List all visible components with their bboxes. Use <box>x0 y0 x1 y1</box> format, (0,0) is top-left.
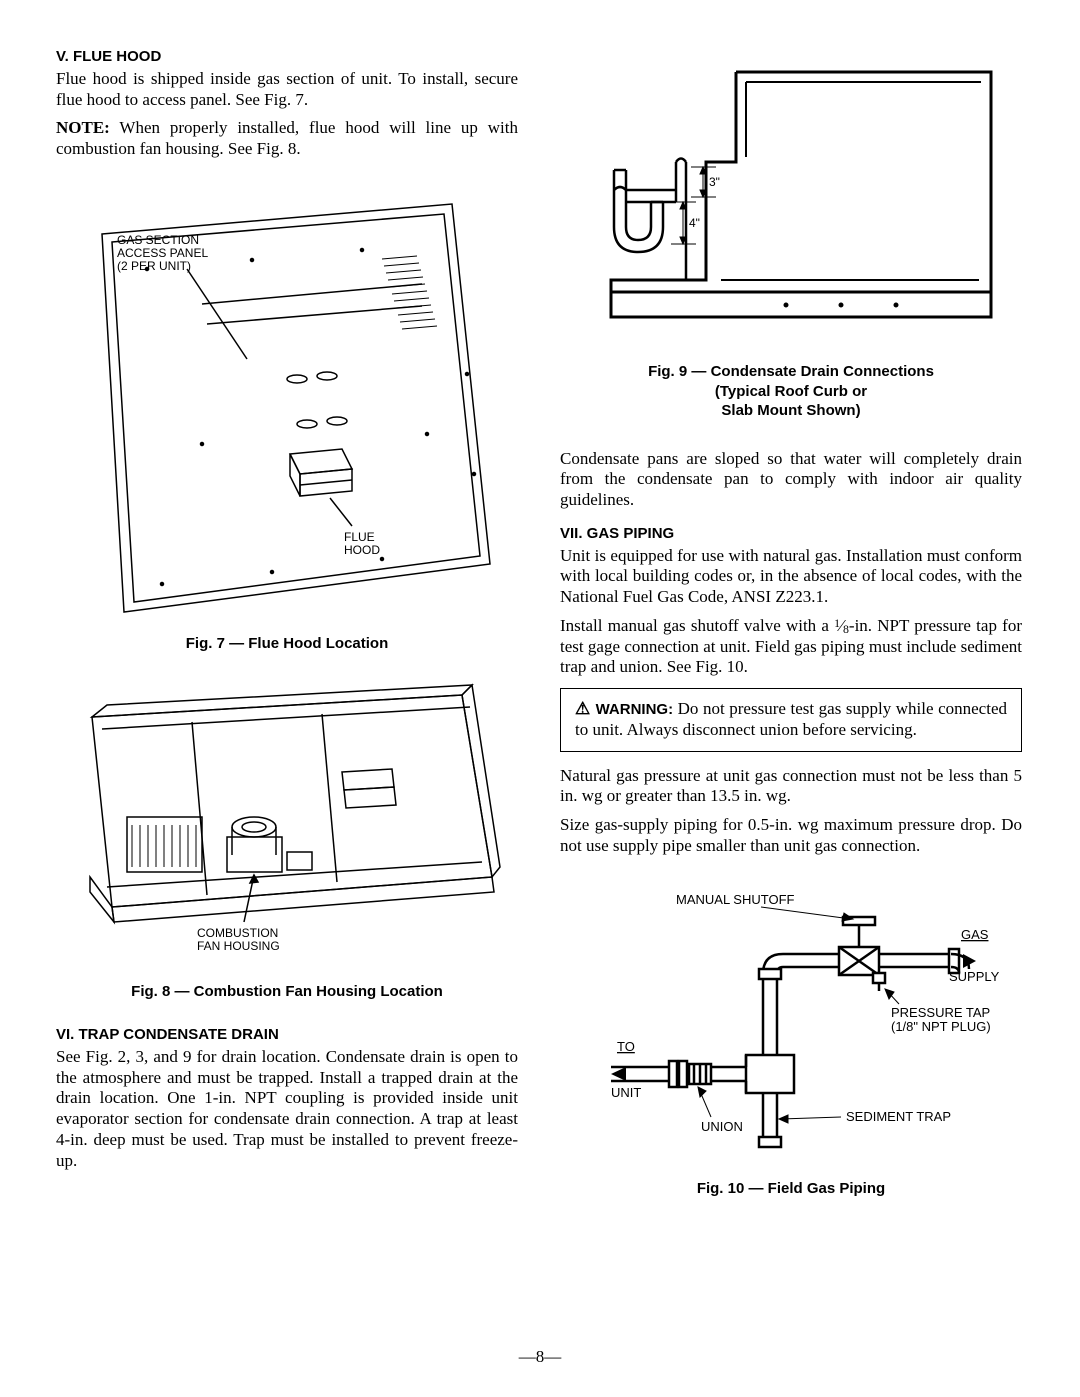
warning-box: ⚠ WARNING: Do not pressure test gas supp… <box>560 688 1022 751</box>
fig8-label1: COMBUSTION <box>197 926 278 940</box>
fig7-label-gas1: GAS SECTION <box>117 233 199 247</box>
fig10-supply: SUPPLY <box>949 969 1000 984</box>
fig9-dim4: 4" <box>689 216 700 230</box>
fig8-caption: Fig. 8 — Combustion Fan Housing Location <box>56 982 518 1002</box>
right-column: 3" 4" Fig. 9 — Condensate Drain Connecti… <box>560 48 1022 1222</box>
note-body: When properly installed, flue hood will … <box>56 118 518 158</box>
fig10-pressure-tap1: PRESSURE TAP <box>891 1005 990 1020</box>
warning-triangle-icon: ⚠ <box>575 699 596 718</box>
section-v-heading: V. FLUE HOOD <box>56 48 518 65</box>
fig8-label2: FAN HOUSING <box>197 939 280 953</box>
section-vi-para1: See Fig. 2, 3, and 9 for drain location.… <box>56 1047 518 1171</box>
figure-9: 3" 4" Fig. 9 — Condensate Drain Connecti… <box>560 62 1022 421</box>
frac-num: 1 <box>834 616 840 630</box>
fig10-to: TO <box>617 1039 635 1054</box>
fig10-manual-shutoff: MANUAL SHUTOFF <box>676 892 795 907</box>
right-para3: Natural gas pressure at unit gas connect… <box>560 766 1022 807</box>
fig7-label-gas2: ACCESS PANEL <box>117 246 208 260</box>
section-vii-para1: Unit is equipped for use with natural ga… <box>560 546 1022 608</box>
figure-7: GAS SECTION ACCESS PANEL (2 PER UNIT) FL… <box>56 174 518 654</box>
fig7-label-gas3: (2 PER UNIT) <box>117 259 191 273</box>
figure-10: MANUAL SHUTOFF GAS SUPPLY PRESSURE TAP (… <box>560 869 1022 1199</box>
fig10-pressure-tap2: (1/8" NPT PLUG) <box>891 1019 991 1034</box>
fig9-dim3: 3" <box>709 175 720 189</box>
left-column: V. FLUE HOOD Flue hood is shipped inside… <box>56 48 518 1222</box>
fig10-union: UNION <box>701 1119 743 1134</box>
para2a: Install manual gas shutoff valve with a <box>560 616 834 635</box>
section-vi-heading: VI. TRAP CONDENSATE DRAIN <box>56 1026 518 1043</box>
fig10-caption: Fig. 10 — Field Gas Piping <box>560 1179 1022 1199</box>
fig10-sediment: SEDIMENT TRAP <box>846 1109 951 1124</box>
fig10-gas: GAS <box>961 927 989 942</box>
fig10-unit: UNIT <box>611 1085 641 1100</box>
section-vii-heading: VII. GAS PIPING <box>560 525 1022 542</box>
section-vii-para2: Install manual gas shutoff valve with a … <box>560 616 1022 678</box>
right-para4: Size gas-supply piping for 0.5-in. wg ma… <box>560 815 1022 856</box>
section-v-note: NOTE: When properly installed, flue hood… <box>56 118 518 159</box>
warning-label: WARNING: <box>596 701 674 718</box>
note-label: NOTE: <box>56 118 110 137</box>
section-v-para1: Flue hood is shipped inside gas section … <box>56 69 518 110</box>
fig7-caption: Fig. 7 — Flue Hood Location <box>56 634 518 654</box>
right-para-after-fig9: Condensate pans are sloped so that water… <box>560 449 1022 511</box>
page-number: —8— <box>0 1347 1080 1367</box>
fig7-label-flue1: FLUE <box>344 530 375 544</box>
fig9-caption: Fig. 9 — Condensate Drain Connections(Ty… <box>560 362 1022 421</box>
fig7-label-flue2: HOOD <box>344 543 380 557</box>
figure-8: COMBUSTION FAN HOUSING Fig. 8 — Combusti… <box>56 677 518 1002</box>
